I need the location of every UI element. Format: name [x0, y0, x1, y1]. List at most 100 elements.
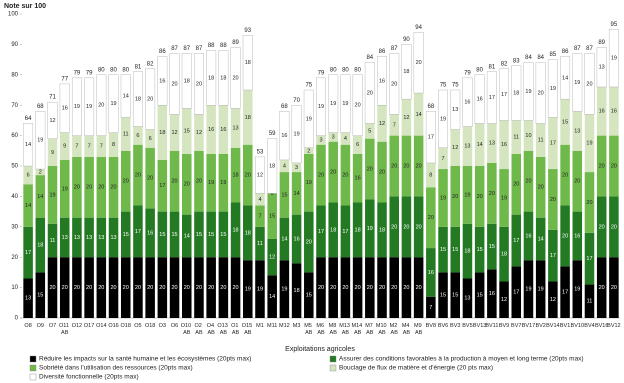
x-tick-label: M14 AB — [351, 323, 363, 336]
bar-segment — [304, 272, 314, 318]
bar-segment — [71, 77, 82, 136]
value-label: 12 — [196, 130, 202, 136]
bar-segment — [438, 272, 448, 318]
bar-segment — [572, 211, 583, 261]
value-label: 19 — [611, 56, 617, 62]
value-label: 20 — [428, 215, 434, 221]
value-label: 12 — [452, 145, 458, 151]
bar-segment — [584, 53, 595, 115]
value-label: 20 — [110, 185, 116, 191]
total-label: 81 — [489, 64, 496, 70]
bar-segment — [499, 169, 509, 227]
total-label: 87 — [586, 46, 593, 52]
bar-segment — [255, 260, 265, 318]
total-label: 53 — [257, 149, 264, 155]
value-label: 19 — [294, 132, 300, 138]
bar-segment — [523, 211, 534, 261]
value-label: 11 — [50, 238, 56, 244]
value-label: 20 — [391, 163, 397, 169]
bar-segment — [487, 162, 497, 224]
bar-segment — [230, 202, 241, 258]
bar-segment — [255, 193, 265, 206]
bar-segment — [255, 226, 265, 261]
bar-segment — [157, 56, 168, 106]
total-label: 79 — [86, 70, 93, 76]
bar-segment — [560, 144, 570, 206]
value-label: 20 — [147, 176, 153, 182]
value-label: 20 — [452, 194, 458, 200]
value-label: 18 — [269, 163, 275, 169]
x-tick-label: M9 AB — [414, 323, 423, 336]
x-tick-label: M5 AB — [304, 323, 313, 336]
value-label: 20 — [98, 185, 104, 191]
bar-segment — [450, 166, 461, 227]
bar-segment — [181, 53, 192, 109]
x-tick-label: BV16 — [595, 323, 608, 329]
value-label: 7 — [100, 144, 103, 150]
value-label: 11 — [257, 241, 263, 247]
bar-segment — [560, 99, 570, 145]
bar-segment — [35, 217, 46, 273]
bar-segment — [230, 257, 241, 318]
value-label: 19 — [306, 180, 312, 186]
x-tick-label: BV10 — [571, 323, 584, 329]
bar-segment — [59, 257, 70, 318]
value-label: 16 — [159, 78, 165, 84]
value-label: 16 — [355, 176, 361, 182]
total-label: 75 — [305, 83, 312, 89]
value-label: 17 — [513, 290, 519, 296]
value-label: 13 — [98, 235, 104, 241]
bar-segment — [291, 172, 302, 215]
x-tick-label: BV3 — [450, 323, 460, 329]
value-label: 20 — [379, 170, 385, 176]
value-label: 20 — [98, 103, 104, 109]
value-label: 9 — [63, 144, 66, 150]
bar-segment — [499, 226, 509, 282]
bar-segment — [328, 141, 338, 203]
bar-segment — [413, 196, 424, 258]
bar-segment — [133, 144, 143, 206]
value-label: 15 — [440, 293, 446, 299]
bar-segment — [608, 29, 619, 88]
total-label: 80 — [354, 67, 361, 73]
bar-segment — [23, 278, 33, 318]
bar-segment — [426, 162, 436, 188]
value-label: 20 — [98, 285, 104, 291]
bar-segment — [523, 62, 534, 121]
bar-segment — [377, 56, 387, 106]
bar-segment — [487, 223, 497, 270]
bar-segment — [47, 166, 58, 224]
value-label: 16 — [62, 106, 68, 112]
value-label: 20 — [49, 285, 55, 291]
total-label: 90 — [403, 37, 410, 43]
total-label: 86 — [562, 49, 569, 55]
bar-segment — [84, 217, 94, 258]
bar-segment — [499, 68, 510, 121]
bar-segment — [218, 153, 229, 212]
value-label: 14 — [538, 236, 544, 242]
value-label: 12 — [257, 173, 263, 179]
value-label: 15 — [452, 247, 458, 253]
bar-segment — [255, 156, 265, 194]
value-label: 20 — [416, 285, 422, 291]
value-label: 18 — [159, 130, 165, 136]
value-label: 20 — [586, 200, 592, 206]
bar-segment — [145, 147, 155, 209]
total-label: 81 — [135, 64, 142, 70]
value-label: 2 — [307, 148, 310, 154]
bar-segment — [194, 114, 204, 151]
total-label: 80 — [98, 67, 105, 73]
value-label: 20 — [196, 179, 202, 185]
total-label: 59 — [269, 131, 276, 137]
bar-segment — [389, 135, 399, 197]
value-label: 13 — [464, 296, 470, 302]
bar-segment — [35, 169, 46, 176]
value-label: 18 — [403, 69, 409, 75]
value-label: 3 — [319, 138, 322, 144]
bar-segment — [157, 257, 168, 318]
x-tick-label: M6 AB — [316, 323, 325, 336]
total-label: 86 — [159, 49, 166, 55]
total-label: 71 — [49, 95, 56, 101]
value-label: 14 — [184, 233, 190, 239]
x-tick-label: M12 — [279, 323, 290, 329]
